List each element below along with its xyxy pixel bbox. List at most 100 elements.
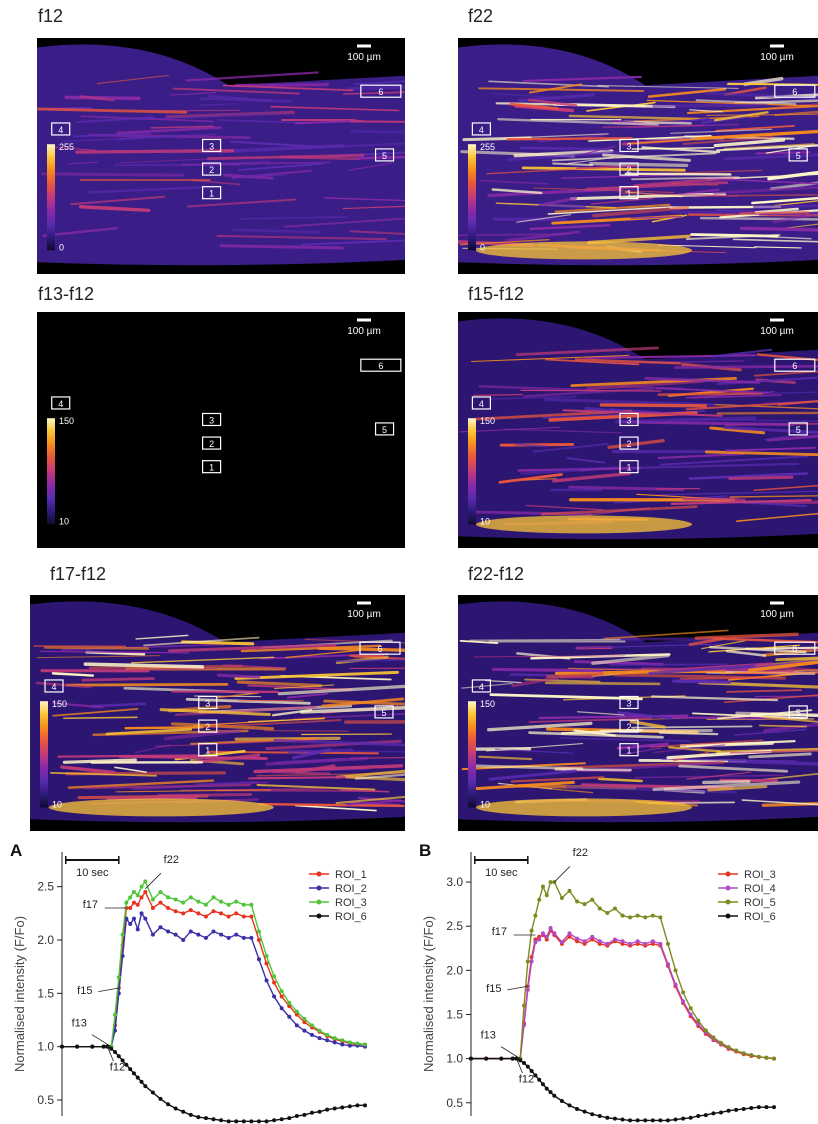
fluorescence-streak bbox=[345, 775, 405, 782]
y-tick-label: 2.0 bbox=[446, 963, 463, 977]
chart-panel-letter: A bbox=[10, 841, 22, 860]
svg-text:2: 2 bbox=[209, 439, 214, 449]
svg-text:3: 3 bbox=[209, 415, 214, 425]
fluorescence-streak bbox=[348, 654, 385, 658]
fluorescence-streak bbox=[335, 658, 405, 663]
legend-entry-ROI_1: ROI_1 bbox=[309, 869, 367, 881]
data-point bbox=[567, 1103, 572, 1108]
fluorescence-streak bbox=[238, 174, 287, 178]
roi-box-1: 1 bbox=[198, 743, 218, 757]
roi-box-2: 2 bbox=[198, 719, 218, 733]
fluorescence-streak bbox=[238, 162, 324, 172]
fluorescence-streak bbox=[733, 672, 818, 675]
data-point bbox=[332, 1106, 337, 1111]
fluorescence-streak bbox=[488, 395, 577, 400]
fluorescence-streak bbox=[248, 718, 325, 723]
data-point bbox=[658, 915, 663, 920]
fluorescence-streak bbox=[685, 188, 720, 195]
fluorescence-streak bbox=[495, 748, 574, 754]
data-point bbox=[219, 932, 224, 937]
data-point bbox=[529, 1068, 534, 1073]
data-point bbox=[696, 1022, 701, 1027]
fluorescence-streak bbox=[653, 744, 726, 754]
fluorescence-streak bbox=[239, 216, 347, 220]
color-scale-bar bbox=[468, 701, 476, 808]
fluorescence-streak bbox=[458, 233, 571, 237]
data-point bbox=[628, 941, 633, 946]
fluorescence-streak bbox=[590, 197, 654, 205]
data-point bbox=[234, 932, 239, 937]
data-point bbox=[537, 937, 542, 942]
fluorescence-streak bbox=[736, 512, 818, 522]
fluorescence-streak bbox=[729, 495, 818, 498]
fluorescence-streak bbox=[673, 364, 818, 369]
data-point bbox=[294, 1114, 299, 1118]
fluorescence-streak bbox=[51, 672, 95, 677]
fluorescence-streak bbox=[60, 765, 116, 775]
color-scale-min: 10 bbox=[480, 516, 490, 526]
data-point bbox=[469, 1056, 473, 1061]
svg-text:3: 3 bbox=[626, 415, 631, 425]
fluorescence-streak bbox=[198, 719, 342, 729]
svg-text:ROI_3: ROI_3 bbox=[744, 869, 776, 881]
data-point bbox=[287, 1000, 292, 1005]
fluorescence-streak bbox=[732, 238, 818, 243]
fluorescence-streak bbox=[286, 692, 328, 699]
data-point bbox=[272, 974, 277, 979]
fluorescence-streak bbox=[616, 742, 669, 750]
series-line-ROI_5 bbox=[471, 881, 775, 1060]
svg-text:2: 2 bbox=[205, 722, 210, 732]
fluorescence-streak bbox=[63, 716, 138, 719]
data-point bbox=[256, 1119, 261, 1124]
legend-entry-ROI_2: ROI_2 bbox=[309, 883, 367, 895]
fluorescence-streak bbox=[274, 684, 335, 690]
data-point bbox=[181, 1109, 186, 1114]
data-point bbox=[317, 1036, 322, 1041]
frame-annotation-f17: f17 bbox=[492, 926, 536, 938]
fluorescence-streak bbox=[354, 80, 405, 85]
fluorescence-streak bbox=[349, 129, 405, 134]
fluorescence-streak bbox=[488, 80, 610, 88]
data-point bbox=[188, 908, 193, 913]
svg-text:1: 1 bbox=[626, 189, 631, 199]
fluorescence-streak bbox=[544, 398, 716, 407]
fluorescence-streak bbox=[185, 697, 311, 705]
fluorescence-streak bbox=[763, 722, 818, 733]
roi-box-1: 1 bbox=[619, 743, 639, 757]
roi-box-6: 6 bbox=[774, 641, 816, 655]
fluorescence-streak bbox=[206, 153, 365, 161]
fluorescence-streak bbox=[150, 125, 215, 129]
fluorescence-streak bbox=[118, 134, 185, 140]
fluorescence-streak bbox=[52, 708, 139, 717]
fluorescence-streak bbox=[487, 721, 593, 732]
data-point bbox=[226, 935, 231, 940]
roi-box-3: 3 bbox=[619, 695, 639, 710]
fluorescence-streak bbox=[772, 212, 818, 224]
fluorescence-streak bbox=[741, 799, 818, 806]
fluorescence-streak bbox=[271, 770, 331, 775]
data-point bbox=[718, 1110, 723, 1115]
svg-text:f12: f12 bbox=[110, 1062, 125, 1074]
fluorescence-streak bbox=[603, 629, 729, 640]
fluorescence-streak bbox=[115, 789, 271, 793]
fluorescence-streak bbox=[325, 768, 370, 772]
fluorescence-streak bbox=[566, 785, 737, 794]
frame-annotation-f15: f15 bbox=[486, 983, 528, 995]
data-point bbox=[158, 900, 163, 905]
data-point bbox=[597, 1114, 602, 1118]
fluorescence-streak bbox=[119, 158, 207, 164]
fluorescence-streak bbox=[287, 142, 405, 150]
fluorescence-band bbox=[476, 241, 692, 260]
scale-bar-label: 100 µm bbox=[347, 326, 381, 337]
data-point bbox=[688, 1006, 693, 1011]
image-panel-f15-f12: 1 2 3 4 5 6 150 10 100 µm bbox=[458, 312, 818, 548]
svg-text:ROI_5: ROI_5 bbox=[744, 897, 776, 909]
data-point bbox=[764, 1105, 769, 1110]
fluorescence-streak bbox=[651, 695, 779, 702]
color-scale-bar bbox=[47, 418, 55, 525]
fluorescence-streak bbox=[248, 776, 359, 780]
data-point bbox=[294, 1009, 299, 1014]
data-point bbox=[533, 940, 538, 945]
fluorescence-streak bbox=[270, 105, 400, 112]
fluorescence-streak bbox=[630, 215, 683, 219]
